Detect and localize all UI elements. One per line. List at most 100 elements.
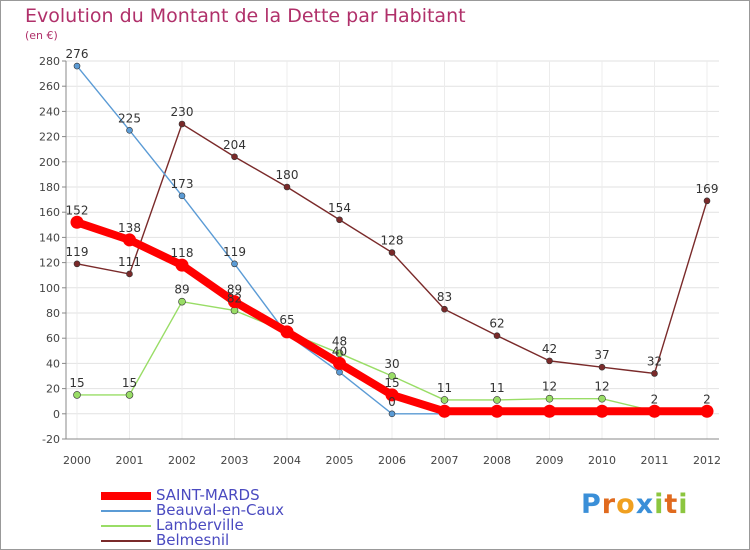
- data-label: 40: [332, 344, 347, 358]
- data-label: 11: [437, 381, 452, 395]
- data-point: [700, 404, 714, 418]
- data-label: 169: [696, 182, 719, 196]
- x-tick-label: 2001: [116, 454, 144, 467]
- data-point: [73, 62, 81, 70]
- data-label: 119: [66, 245, 89, 259]
- data-label: 65: [279, 313, 294, 327]
- data-point: [438, 404, 451, 418]
- data-point: [336, 368, 343, 376]
- legend-label: Beauval-en-Caux: [156, 501, 285, 519]
- chart-title: Evolution du Montant de la Dette par Hab…: [25, 5, 466, 27]
- data-point: [440, 396, 449, 404]
- data-point: [545, 394, 554, 403]
- data-point: [73, 260, 81, 268]
- data-point: [178, 297, 186, 306]
- data-point: [441, 305, 448, 313]
- data-point: [333, 356, 346, 370]
- y-tick-label: 40: [46, 357, 60, 370]
- data-label: 118: [171, 246, 194, 260]
- y-tick-label: 100: [39, 282, 60, 295]
- data-label: 15: [384, 376, 399, 390]
- data-point: [493, 332, 501, 339]
- legend-swatch: [101, 510, 151, 512]
- y-tick-label: 80: [46, 307, 60, 320]
- data-point: [546, 357, 553, 365]
- x-tick-label: 2007: [431, 454, 459, 467]
- data-point: [595, 404, 609, 418]
- data-point: [335, 349, 344, 358]
- x-tick-label: 2002: [168, 454, 196, 467]
- y-tick-label: -20: [42, 433, 60, 446]
- data-label: 128: [381, 234, 404, 248]
- data-label: 180: [276, 168, 299, 182]
- x-tick-label: 2004: [273, 454, 301, 467]
- data-label: 173: [171, 177, 194, 191]
- data-label: 48: [332, 334, 347, 348]
- y-tick-label: 140: [39, 231, 60, 244]
- data-label: 2: [651, 392, 659, 406]
- brand-logo: Proxiti: [581, 489, 689, 520]
- y-tick-label: 260: [39, 80, 60, 93]
- legend-label: Belmesnil: [156, 531, 230, 549]
- data-point: [125, 391, 134, 399]
- x-tick-label: 2009: [536, 454, 564, 467]
- data-label: 276: [66, 47, 89, 61]
- legend-label: Lamberville: [156, 516, 244, 534]
- data-point: [70, 215, 84, 229]
- data-point: [493, 396, 501, 404]
- legend-swatch: [101, 492, 151, 500]
- chart-subtitle: (en €): [25, 29, 58, 42]
- data-point: [385, 388, 399, 402]
- data-point: [388, 372, 396, 380]
- data-label: 230: [171, 105, 194, 119]
- data-point: [178, 192, 186, 200]
- data-point: [126, 127, 133, 134]
- data-point: [336, 216, 343, 224]
- data-point: [283, 183, 291, 191]
- legend-swatch: [101, 525, 151, 527]
- data-label: 119: [223, 245, 246, 259]
- data-point: [703, 197, 711, 205]
- data-point: [73, 391, 81, 399]
- data-label: 152: [66, 203, 89, 217]
- data-point: [231, 153, 238, 161]
- data-label: 12: [542, 380, 557, 394]
- y-tick-label: 180: [39, 181, 60, 194]
- data-label: 89: [174, 283, 189, 297]
- x-tick-label: 2008: [483, 454, 511, 467]
- x-tick-label: 2012: [693, 454, 721, 467]
- data-label: 111: [118, 255, 141, 269]
- data-point: [228, 295, 241, 309]
- data-label: 30: [384, 357, 399, 371]
- data-label: 154: [328, 201, 351, 215]
- data-label: 2: [703, 392, 711, 406]
- y-tick-label: 220: [39, 131, 60, 144]
- x-tick-label: 2010: [588, 454, 616, 467]
- data-point: [280, 325, 294, 339]
- y-tick-label: 0: [53, 408, 60, 421]
- x-tick-label: 2003: [221, 454, 249, 467]
- data-label: 32: [647, 354, 662, 368]
- x-tick-label: 2000: [63, 454, 91, 467]
- data-point: [651, 370, 658, 377]
- data-label: 138: [118, 221, 141, 235]
- y-tick-label: 120: [39, 257, 60, 270]
- data-point: [231, 260, 238, 268]
- data-label: 89: [227, 283, 242, 297]
- data-label: 83: [437, 290, 452, 304]
- y-tick-label: 280: [39, 55, 60, 68]
- y-tick-label: 160: [39, 206, 60, 219]
- data-label: 82: [227, 291, 242, 305]
- data-point: [598, 363, 606, 371]
- y-tick-label: 240: [39, 105, 60, 118]
- data-label: 204: [223, 138, 246, 152]
- data-label: 15: [122, 376, 137, 390]
- data-point: [388, 410, 396, 418]
- axes: -200204060801001201401601802002202402602…: [39, 55, 721, 467]
- data-label: 37: [594, 348, 609, 362]
- data-point: [490, 404, 504, 418]
- data-point: [126, 270, 133, 278]
